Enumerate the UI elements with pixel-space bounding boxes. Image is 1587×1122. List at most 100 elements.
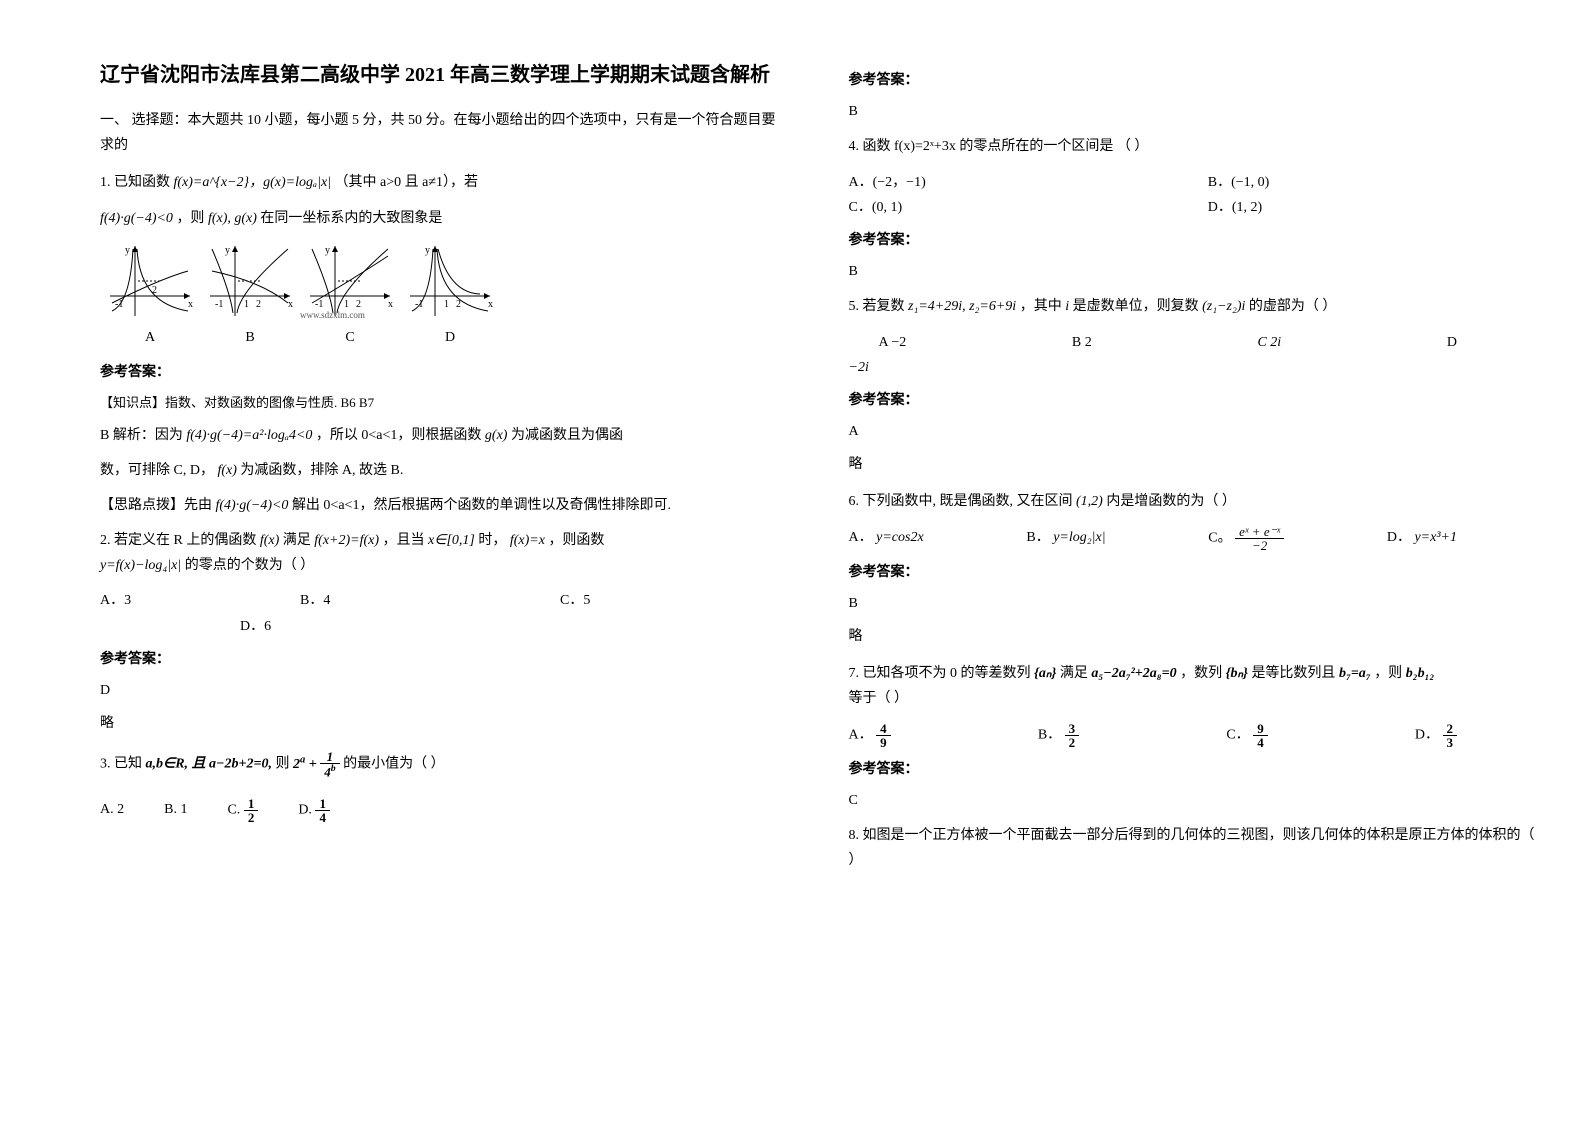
q3-a: 3. 已知 — [100, 757, 142, 772]
question-8: 8. 如图是一个正方体被一个平面截去一部分后得到的几何体的三视图，则该几何体的体… — [849, 823, 1538, 873]
q6-c: 内是增函数的为（ ） — [1106, 494, 1236, 509]
q1-exp-t3: 数，可排除 C, D， — [100, 463, 214, 478]
q3-answer: B — [849, 99, 1538, 124]
q6-choices: A． y=cos2x B． y=log₂|x| C。 eˣ + e⁻ˣ−2 D．… — [849, 525, 1538, 552]
q7-eq: a₅−2a₇²+2a₈=0 — [1091, 666, 1176, 681]
q3-expr: 2a + 14b — [293, 757, 340, 772]
q3-ch-a: A. 2 — [100, 797, 124, 824]
q2-c: 满足 — [283, 533, 311, 548]
q5-ch-d: D — [1447, 330, 1457, 355]
q1-explanation-b: 数，可排除 C, D， f(x) 为减函数，排除 A, 故选 B. — [100, 458, 789, 483]
q1-exp-f1: f(4)·g(−4)=a²·logₐ4<0 — [186, 428, 312, 443]
q7-b7: b₇=a₇ — [1339, 666, 1371, 681]
q1-exp-t2: 为减函数且为偶函 — [511, 428, 623, 443]
q2-k: 的零点的个数为（ ） — [185, 558, 315, 573]
q7-b2b12: b₂b₁₂ — [1406, 666, 1435, 681]
q7-ch-c: C． 94 — [1226, 722, 1267, 749]
q4-d: D．(1, 2) — [1208, 195, 1537, 220]
q1-explanation: B 解析：因为 f(4)·g(−4)=a²·logₐ4<0 ，所以 0<a<1，… — [100, 423, 789, 448]
q2-a: 2. 若定义在 R 上的偶函数 — [100, 533, 256, 548]
q3-ch-d: D. 14 — [298, 797, 330, 824]
q2-g: 时， — [478, 533, 506, 548]
q3-ref: 参考答案： — [849, 68, 1538, 93]
q7-ch-b: B． 32 — [1038, 722, 1079, 749]
q5-ch-a: A −2 — [879, 330, 907, 355]
left-column: 辽宁省沈阳市法库县第二高级中学 2021 年高三数学理上学期期末试题含解析 一、… — [100, 60, 789, 883]
graph-c: -1 x y 1 2 www.sdzxlm.com — [300, 241, 400, 321]
q1-knowledge: 【知识点】指数、对数函数的图像与性质. B6 B7 — [100, 391, 789, 414]
svg-text:y: y — [225, 245, 230, 256]
svg-text:y: y — [425, 245, 430, 256]
q1-text-d: 在同一坐标系内的大致图象是 — [260, 211, 442, 226]
q7-ch-a: A． 49 — [849, 722, 891, 749]
q5-expr: (z₁−z₂)i — [1202, 299, 1245, 314]
q4-b: B．(−1, 0) — [1208, 170, 1537, 195]
question-4: 4. 函数 f(x)=2ˣ+3x 的零点所在的一个区间是 （ ） — [849, 134, 1538, 159]
q2-a-choice: A．3 — [100, 588, 300, 613]
q1-ref: 参考答案： — [100, 360, 789, 385]
q3-c: 则 — [275, 757, 289, 772]
q6-ch-a: A． y=cos2x — [849, 525, 924, 552]
q5-e: 是虚数单位，则复数 — [1073, 299, 1199, 314]
q1-exp-head: B 解析：因为 — [100, 428, 183, 443]
q6-ch-c: C。 eˣ + e⁻ˣ−2 — [1208, 525, 1284, 552]
svg-text:y: y — [125, 245, 130, 256]
svg-text:y: y — [325, 245, 330, 256]
q1-text-c: ，则 — [176, 211, 204, 226]
q6-ref: 参考答案： — [849, 560, 1538, 585]
q7-a: 7. 已知各项不为 0 的等差数列 — [849, 666, 1031, 681]
q7-k: 等于（ ） — [849, 691, 909, 706]
q1-exp-t1: ，所以 0<a<1，则根据函数 — [316, 428, 482, 443]
q1-fg: f(x), g(x) — [208, 211, 257, 226]
q2-b-choice: B．4 — [300, 588, 560, 613]
q1-exp-f3: f(x) — [217, 463, 236, 478]
graph-a: -1 x y 2 — [100, 241, 200, 321]
q5-i: i — [1065, 299, 1069, 314]
q6-int: (1,2) — [1076, 494, 1103, 509]
q2-fx: f(x) — [260, 533, 279, 548]
q4-ref: 参考答案： — [849, 228, 1538, 253]
q7-answer: C — [849, 788, 1538, 813]
graph-d: -1 x y 1 2 — [400, 241, 500, 321]
svg-text:-1: -1 — [215, 299, 223, 310]
q2-fxx: f(x)=x — [510, 533, 545, 548]
q5-ch-c: C 2i — [1257, 330, 1281, 355]
graph-label-a: A — [100, 325, 200, 350]
q7-choices: A． 49 B． 32 C． 94 D． 23 — [849, 722, 1538, 749]
q1-graph-row: -1 x y 2 -1 x y — [100, 241, 789, 321]
q5-slight: 略 — [849, 452, 1538, 477]
question-5: 5. 若复数 z₁=4+29i, z₂=6+9i ，其中 i 是虚数单位，则复数… — [849, 294, 1538, 319]
right-column: 参考答案： B 4. 函数 f(x)=2ˣ+3x 的零点所在的一个区间是 （ ）… — [849, 60, 1538, 883]
q4-choices: A．(−2，−1) B．(−1, 0) C．(0, 1) D．(1, 2) — [849, 170, 1538, 220]
graph-labels: A B C D — [100, 325, 789, 350]
q1-hint-f: f(4)·g(−4)<0 — [216, 498, 289, 513]
q2-c-choice: C．5 — [560, 588, 590, 613]
q5-extra: −2i — [849, 355, 1538, 380]
q7-bn: {bₙ} — [1226, 666, 1248, 681]
question-1-line2: f(4)·g(−4)<0 ，则 f(x), g(x) 在同一坐标系内的大致图象是 — [100, 206, 789, 231]
question-7: 7. 已知各项不为 0 的等差数列 {aₙ} 满足 a₅−2a₇²+2a₈=0 … — [849, 661, 1538, 711]
q4-c: C．(0, 1) — [849, 195, 1178, 220]
q6-a: 6. 下列函数中, 既是偶函数, 又在区间 — [849, 494, 1073, 509]
graph-label-d: D — [400, 325, 500, 350]
svg-text:x: x — [288, 299, 293, 310]
q6-slight: 略 — [849, 624, 1538, 649]
graph-b: -1 x y 1 2 — [200, 241, 300, 321]
question-3: 3. 已知 a,b∈R, 且 a−2b+2=0, 则 2a + 14b 的最小值… — [100, 750, 789, 778]
q7-g: 是等比数列且 — [1251, 666, 1335, 681]
svg-text:1: 1 — [444, 299, 449, 310]
graph-label-b: B — [200, 325, 300, 350]
q5-g: 的虚部为（ ） — [1249, 299, 1337, 314]
q4-answer: B — [849, 259, 1538, 284]
q7-e: ，数列 — [1180, 666, 1222, 681]
q5-answer: A — [849, 419, 1538, 444]
q5-z: z₁=4+29i, z₂=6+9i — [908, 299, 1016, 314]
q1-hint: 【思路点拨】先由 f(4)·g(−4)<0 解出 0<a<1，然后根据两个函数的… — [100, 493, 789, 518]
q1-hint-b: 解出 0<a<1，然后根据两个函数的单调性以及奇偶性排除即可. — [292, 498, 671, 513]
q2-i: ，则函数 — [548, 533, 604, 548]
q7-an: {aₙ} — [1034, 666, 1056, 681]
q2-answer: D — [100, 678, 789, 703]
q7-ref: 参考答案： — [849, 757, 1538, 782]
q4-a: A．(−2，−1) — [849, 170, 1178, 195]
svg-text:2: 2 — [152, 285, 157, 296]
